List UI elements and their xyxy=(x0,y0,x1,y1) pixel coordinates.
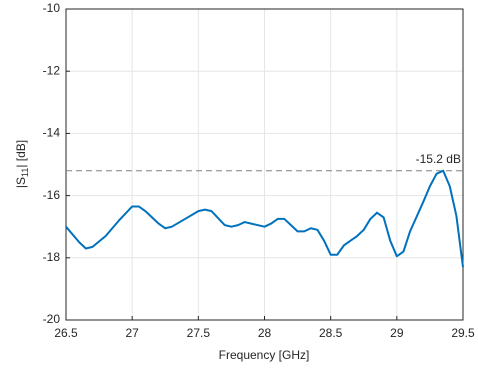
x-tick-label: 28 xyxy=(258,326,272,340)
x-tick-label: 28.5 xyxy=(319,326,343,340)
x-axis-label: Frequency [GHz] xyxy=(219,348,310,362)
x-tick-label: 26.5 xyxy=(54,326,78,340)
y-label-subscript: 11 xyxy=(20,168,30,177)
data-line xyxy=(65,169,464,268)
y-tick-label: -10 xyxy=(43,1,61,15)
y-tick-label: -14 xyxy=(43,126,61,140)
axes-box xyxy=(65,8,464,321)
y-tick-label: -12 xyxy=(43,63,61,77)
y-label-part: | [dB] xyxy=(14,140,28,168)
y-axis-label: |S11| [dB] xyxy=(14,140,30,188)
x-tick-label: 27.5 xyxy=(187,326,211,340)
y-tick-label: -18 xyxy=(43,250,61,264)
y-tick-label: -16 xyxy=(43,188,61,202)
x-tick-label: 29 xyxy=(390,326,404,340)
x-tick-label: 27 xyxy=(125,326,139,340)
reference-label: -15.2 dB xyxy=(416,152,461,166)
y-tick-label: -20 xyxy=(43,312,61,326)
x-tick-label: 29.5 xyxy=(451,326,475,340)
y-label-part: |S xyxy=(14,177,28,188)
